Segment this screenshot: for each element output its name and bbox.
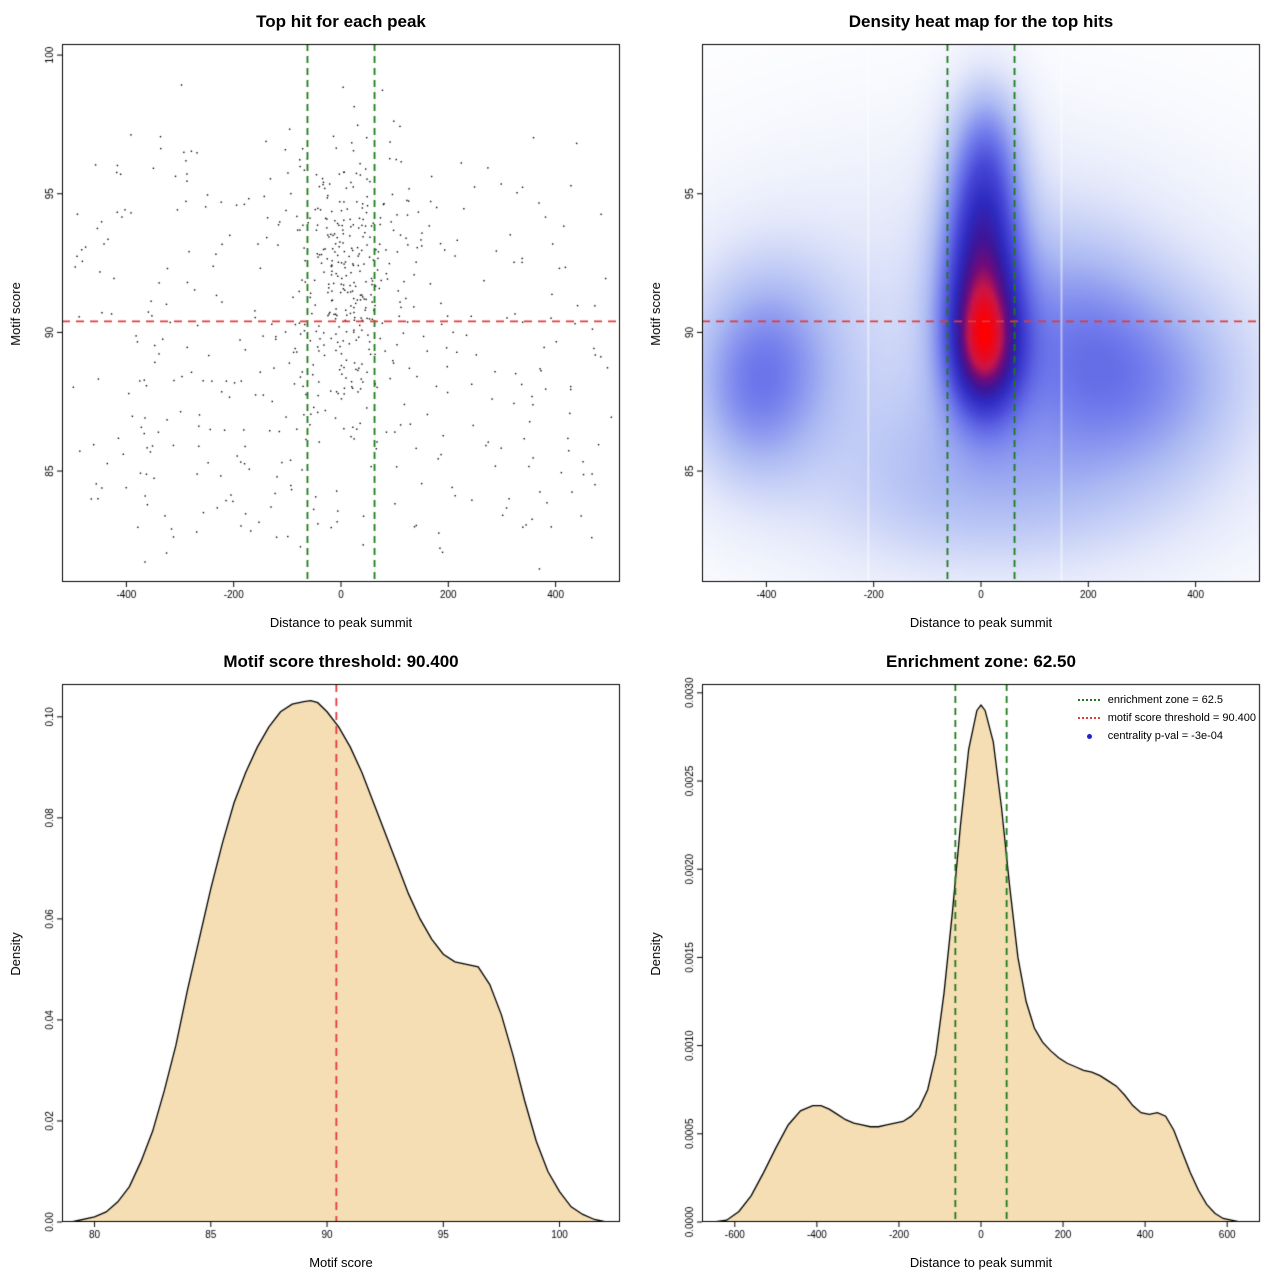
- legend-entry: motif score threshold = 90.400: [1077, 710, 1256, 726]
- distance-density-title: Enrichment zone: 62.50: [886, 652, 1076, 671]
- scatter-title: Top hit for each peak: [256, 12, 426, 31]
- score-density-y-axis-label: Density: [8, 931, 23, 976]
- legend-label: enrichment zone = 62.5: [1107, 694, 1223, 706]
- heatmap-y-axis-label: Motif score: [648, 281, 663, 346]
- distance-density-y-axis-label: Density: [648, 931, 663, 976]
- plot-legend: enrichment zone = 62.5 motif score thres…: [1077, 692, 1256, 746]
- panel-motif-score-density: Motif score threshold: 90.400 Motif scor…: [0, 640, 640, 1280]
- centrality-pval-point-icon: [1086, 733, 1092, 739]
- panel-density-heatmap: Density heat map for the top hits Distan…: [640, 0, 1280, 640]
- distance-density-canvas: [640, 640, 1280, 1280]
- legend-label: motif score threshold = 90.400: [1107, 712, 1256, 724]
- scatter-plot-canvas: [0, 0, 640, 640]
- score-density-canvas: [0, 640, 640, 1280]
- score-density-title: Motif score threshold: 90.400: [223, 652, 459, 671]
- heatmap-title: Density heat map for the top hits: [848, 12, 1114, 31]
- legend-entry: enrichment zone = 62.5: [1077, 692, 1256, 708]
- scatter-x-axis-label: Distance to peak summit: [269, 615, 413, 630]
- enrichment-zone-line-icon: [1077, 699, 1100, 701]
- distance-density-x-axis-label: Distance to peak summit: [909, 1255, 1053, 1270]
- heatmap-x-axis-label: Distance to peak summit: [909, 615, 1053, 630]
- legend-entry: centrality p-val = -3e-04: [1078, 728, 1256, 744]
- score-density-x-axis-label: Motif score: [309, 1255, 373, 1270]
- scatter-y-axis-label: Motif score: [8, 281, 23, 346]
- legend-label: centrality p-val = -3e-04: [1107, 730, 1223, 742]
- panel-distance-density: Enrichment zone: 62.50 Distance to peak …: [640, 640, 1280, 1280]
- panel-top-hit-scatter: Top hit for each peak Distance to peak s…: [0, 0, 640, 640]
- score-threshold-line-icon: [1077, 717, 1100, 719]
- heatmap-canvas: [640, 0, 1280, 640]
